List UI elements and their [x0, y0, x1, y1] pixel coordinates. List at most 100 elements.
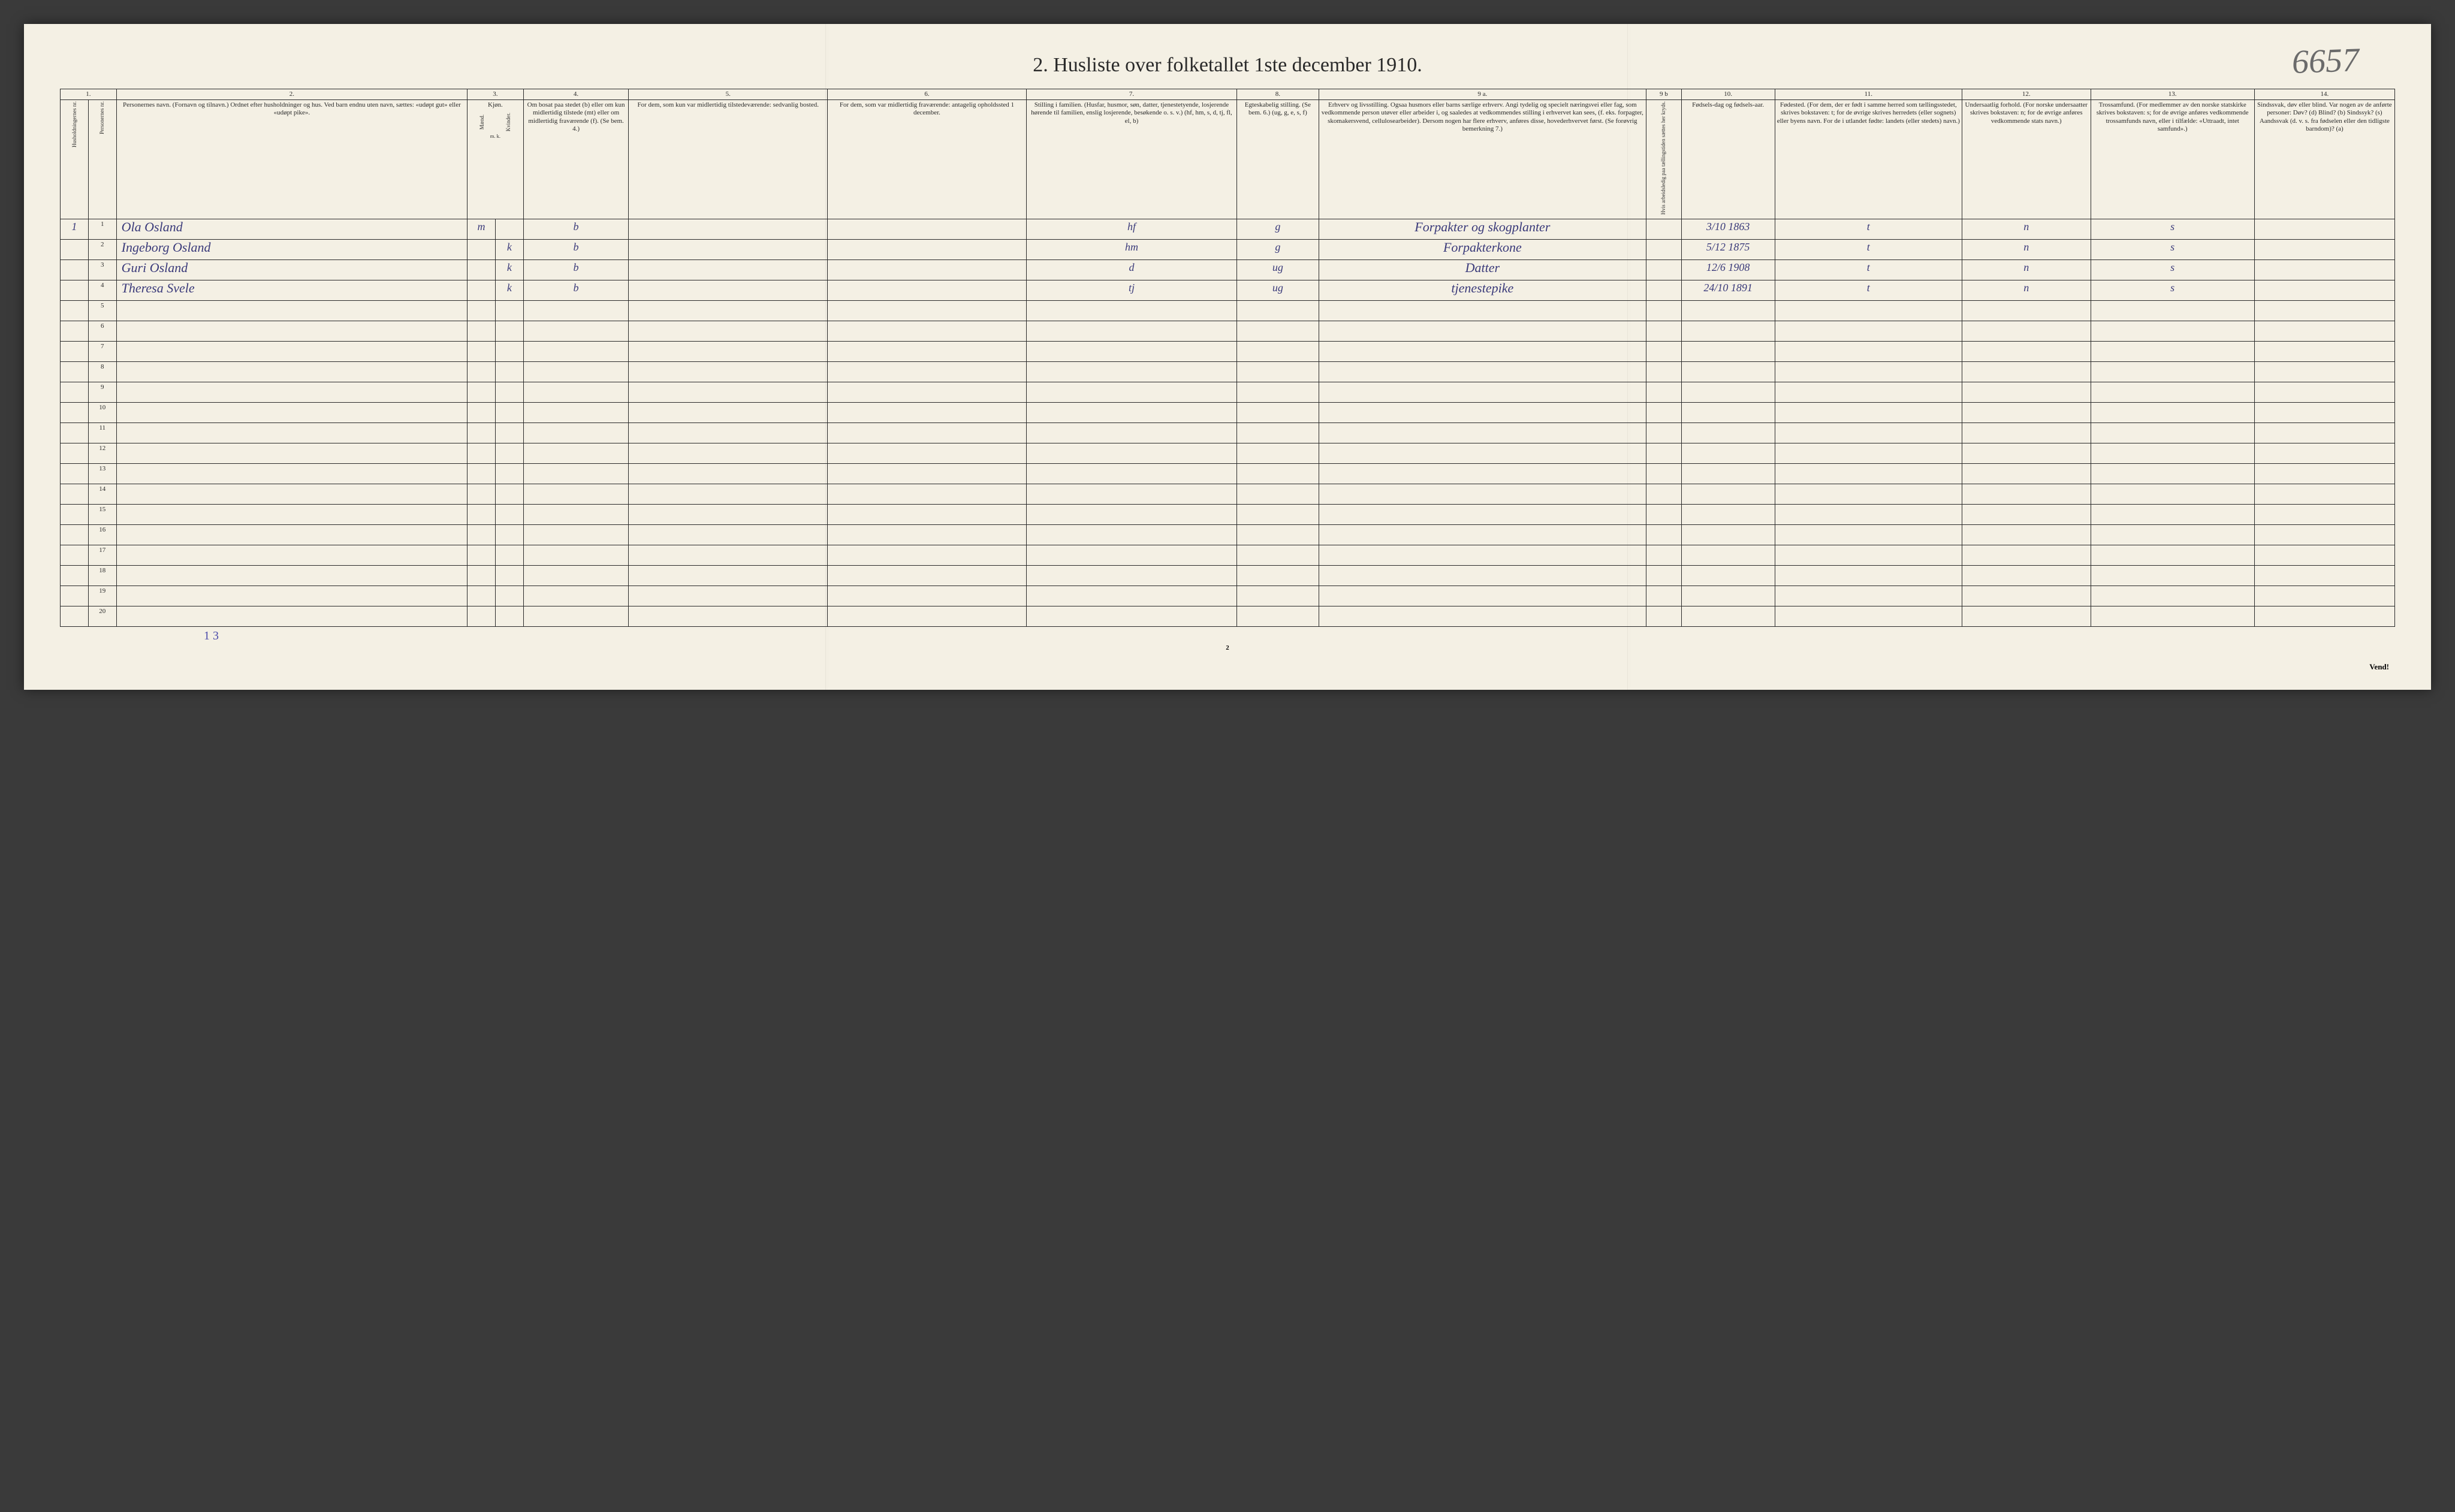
cell-stilling [1026, 565, 1236, 586]
cell-fodested: t [1775, 219, 1962, 239]
cell-m [468, 586, 496, 606]
cell-sindssvak [2254, 524, 2394, 545]
cell-tros [2091, 484, 2254, 504]
cell-sindssvak [2254, 321, 2394, 341]
cell-ophold [828, 422, 1027, 443]
cell-erhverv [1319, 606, 1646, 626]
cell-person-nr: 12 [88, 443, 116, 463]
table-row: 16 [61, 524, 2395, 545]
cell-fodsel [1681, 504, 1775, 524]
cell-sedvanlig [629, 382, 828, 402]
cell-m [468, 300, 496, 321]
cell-egt [1237, 484, 1319, 504]
cell-sedvanlig [629, 463, 828, 484]
cell-stilling [1026, 504, 1236, 524]
cell-erhverv [1319, 361, 1646, 382]
cell-sindssvak [2254, 565, 2394, 586]
cell-arbeidsledig [1646, 504, 1682, 524]
cell-egt: g [1237, 239, 1319, 259]
cell-name [116, 545, 467, 565]
cell-stilling [1026, 321, 1236, 341]
cell-egt: ug [1237, 259, 1319, 280]
cell-arbeidsledig [1646, 300, 1682, 321]
cell-egt [1237, 606, 1319, 626]
cell-undersaat [1962, 586, 2091, 606]
colnum-11: 11. [1775, 89, 1962, 100]
hdr-pers-nr-label: Personernes nr. [99, 101, 105, 134]
cell-fodested [1775, 321, 1962, 341]
cell-egt [1237, 565, 1319, 586]
cell-fodested: t [1775, 259, 1962, 280]
cell-fodsel [1681, 443, 1775, 463]
cell-undersaat: n [1962, 219, 2091, 239]
cell-person-nr: 11 [88, 422, 116, 443]
cell-egt [1237, 361, 1319, 382]
cell-sindssvak [2254, 504, 2394, 524]
cell-person-nr-text: 12 [99, 445, 105, 452]
cell-egt [1237, 504, 1319, 524]
cell-undersaat [1962, 382, 2091, 402]
cell-person-nr-text: 9 [101, 384, 104, 391]
cell-ophold [828, 586, 1027, 606]
hdr-fodsel: Fødsels-dag og fødsels-aar. [1681, 100, 1775, 219]
cell-fodested [1775, 443, 1962, 463]
colnum-3: 3. [468, 89, 524, 100]
cell-k: k [495, 280, 523, 300]
cell-hh-text: 1 [71, 221, 77, 233]
cell-ophold [828, 259, 1027, 280]
cell-stilling-text: d [1129, 261, 1134, 273]
cell-name-text: Theresa Svele [122, 280, 195, 295]
cell-arbeidsledig [1646, 443, 1682, 463]
cell-sedvanlig [629, 219, 828, 239]
cell-fodested-text: t [1867, 221, 1870, 233]
cell-stilling [1026, 443, 1236, 463]
cell-name: Ingeborg Osland [116, 239, 467, 259]
cell-egt [1237, 382, 1319, 402]
cell-egt-text: ug [1272, 282, 1283, 294]
cell-fodsel-text: 24/10 1891 [1703, 282, 1753, 294]
table-row: 2Ingeborg OslandkbhmgForpakterkone5/12 1… [61, 239, 2395, 259]
cell-bosat [523, 586, 629, 606]
cell-ophold [828, 341, 1027, 361]
cell-undersaat-text: n [2023, 241, 2029, 253]
cell-undersaat [1962, 402, 2091, 422]
cell-m [468, 504, 496, 524]
cell-tros [2091, 565, 2254, 586]
cell-fodsel [1681, 361, 1775, 382]
cell-erhverv [1319, 341, 1646, 361]
colnum-4: 4. [523, 89, 629, 100]
cell-hh [61, 361, 89, 382]
cell-erhverv [1319, 443, 1646, 463]
cell-k-text: k [507, 261, 512, 273]
cell-bosat [523, 402, 629, 422]
cell-k: k [495, 259, 523, 280]
cell-fodested [1775, 463, 1962, 484]
cell-tros [2091, 422, 2254, 443]
cell-stilling-text: tj [1129, 282, 1135, 294]
cell-hh [61, 280, 89, 300]
cell-egt [1237, 341, 1319, 361]
cell-sindssvak [2254, 586, 2394, 606]
table-row: 12 [61, 443, 2395, 463]
cell-arbeidsledig [1646, 524, 1682, 545]
cell-bosat-text: b [574, 282, 579, 294]
cell-k [495, 402, 523, 422]
cell-bosat-text: b [574, 261, 579, 273]
cell-fodsel: 24/10 1891 [1681, 280, 1775, 300]
cell-m [468, 545, 496, 565]
cell-sedvanlig [629, 545, 828, 565]
cell-stilling [1026, 484, 1236, 504]
colnum-10: 10. [1681, 89, 1775, 100]
cell-tros [2091, 606, 2254, 626]
cell-fodsel-text: 5/12 1875 [1706, 241, 1750, 253]
cell-egt-text: ug [1272, 261, 1283, 273]
table-row: 14 [61, 484, 2395, 504]
cell-m-text: m [478, 221, 485, 233]
cell-person-nr: 7 [88, 341, 116, 361]
cell-stilling-text: hf [1127, 221, 1136, 233]
cell-name [116, 422, 467, 443]
cell-tros [2091, 402, 2254, 422]
header-label-row: Husholdningernes nr. Personernes nr. Per… [61, 100, 2395, 219]
cell-sindssvak [2254, 606, 2394, 626]
cell-name: Ola Osland [116, 219, 467, 239]
